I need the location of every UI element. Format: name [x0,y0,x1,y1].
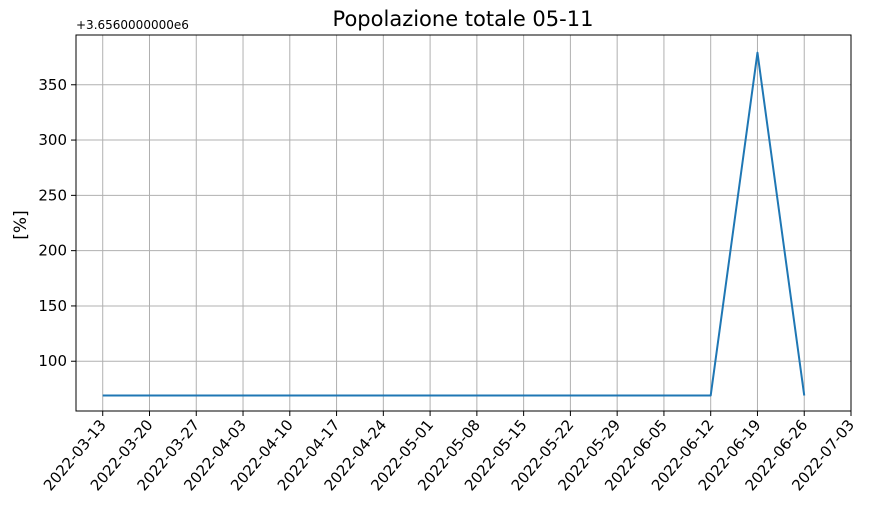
plot-frame [75,34,852,412]
grid [76,35,852,411]
y-tick-label: 250 [38,186,67,204]
axes: 2022-03-132022-03-202022-03-272022-04-03… [38,76,858,495]
y-tick-label: 350 [38,76,67,94]
y-tick-label: 100 [38,352,67,370]
y-offset-text: +3.6560000000e6 [76,18,189,32]
series-line-0 [102,51,806,397]
chart-title: Popolazione totale 05-11 [333,7,594,31]
y-tick-label: 200 [38,242,67,260]
y-tick-label: 300 [38,131,67,149]
y-axis-label: [%] [11,210,31,239]
series-layer [102,51,806,397]
y-tick-label: 150 [38,297,67,315]
